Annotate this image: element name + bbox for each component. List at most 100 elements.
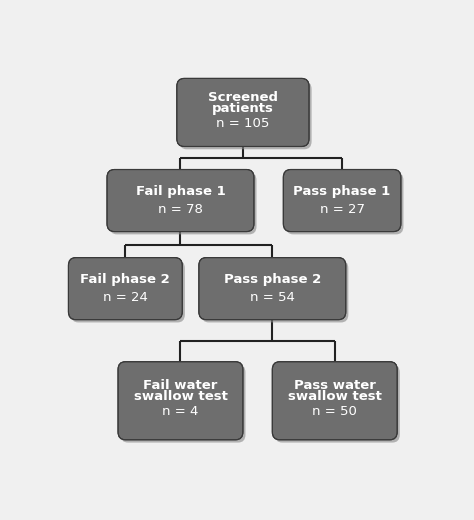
- Bar: [76, 283, 175, 285]
- FancyBboxPatch shape: [201, 261, 348, 322]
- Bar: [114, 218, 246, 220]
- Text: Fail water: Fail water: [143, 379, 218, 392]
- Bar: [280, 425, 390, 427]
- Bar: [291, 206, 393, 208]
- Bar: [291, 220, 393, 222]
- Bar: [114, 200, 246, 202]
- FancyBboxPatch shape: [118, 362, 243, 440]
- Bar: [125, 421, 236, 423]
- Bar: [114, 185, 246, 187]
- Bar: [114, 179, 246, 180]
- Bar: [206, 290, 338, 292]
- Bar: [280, 371, 390, 374]
- Bar: [76, 296, 175, 298]
- Bar: [291, 180, 393, 182]
- Bar: [280, 409, 390, 411]
- Bar: [76, 276, 175, 278]
- FancyBboxPatch shape: [68, 257, 182, 320]
- Bar: [76, 278, 175, 279]
- Text: Screened: Screened: [208, 90, 278, 103]
- Bar: [280, 382, 390, 384]
- Bar: [206, 281, 338, 282]
- Bar: [184, 112, 301, 114]
- Bar: [291, 217, 393, 219]
- Bar: [76, 301, 175, 303]
- Bar: [291, 205, 393, 206]
- Bar: [76, 302, 175, 304]
- Bar: [206, 302, 338, 304]
- Bar: [184, 101, 301, 104]
- Bar: [184, 103, 301, 106]
- Bar: [206, 276, 338, 278]
- Bar: [114, 191, 246, 193]
- FancyBboxPatch shape: [107, 170, 254, 231]
- Bar: [114, 196, 246, 198]
- Bar: [184, 129, 301, 132]
- Bar: [76, 270, 175, 272]
- Bar: [291, 192, 393, 194]
- FancyBboxPatch shape: [199, 257, 346, 320]
- Text: Pass phase 1: Pass phase 1: [293, 185, 391, 198]
- Bar: [125, 369, 236, 372]
- Text: n = 50: n = 50: [312, 406, 357, 419]
- Bar: [280, 375, 390, 378]
- Bar: [76, 285, 175, 287]
- Bar: [280, 378, 390, 380]
- Bar: [280, 421, 390, 423]
- Bar: [184, 126, 301, 128]
- Bar: [184, 107, 301, 109]
- Bar: [125, 409, 236, 411]
- Bar: [125, 405, 236, 407]
- Bar: [76, 305, 175, 307]
- Bar: [125, 390, 236, 393]
- Bar: [280, 430, 390, 432]
- Bar: [184, 86, 301, 88]
- Bar: [125, 373, 236, 376]
- Bar: [125, 411, 236, 413]
- Bar: [291, 211, 393, 213]
- FancyBboxPatch shape: [68, 257, 182, 320]
- Bar: [184, 115, 301, 118]
- Bar: [280, 396, 390, 399]
- Bar: [280, 417, 390, 419]
- FancyBboxPatch shape: [120, 365, 246, 443]
- Bar: [114, 222, 246, 224]
- Bar: [125, 430, 236, 432]
- Bar: [291, 183, 393, 185]
- FancyBboxPatch shape: [286, 172, 403, 235]
- Bar: [76, 279, 175, 281]
- Bar: [76, 268, 175, 270]
- Bar: [280, 411, 390, 413]
- Bar: [184, 117, 301, 120]
- Bar: [76, 281, 175, 282]
- Bar: [114, 205, 246, 206]
- Bar: [206, 299, 338, 301]
- Bar: [206, 273, 338, 275]
- Bar: [184, 95, 301, 97]
- Bar: [184, 96, 301, 99]
- Bar: [76, 294, 175, 296]
- Bar: [125, 402, 236, 405]
- Bar: [114, 212, 246, 214]
- Bar: [184, 122, 301, 125]
- Bar: [114, 192, 246, 194]
- Bar: [280, 413, 390, 415]
- Bar: [291, 189, 393, 191]
- Text: n = 54: n = 54: [250, 291, 295, 304]
- Bar: [280, 407, 390, 409]
- Bar: [206, 310, 338, 311]
- Bar: [125, 400, 236, 403]
- FancyBboxPatch shape: [179, 81, 311, 149]
- FancyBboxPatch shape: [177, 79, 309, 147]
- Text: Fail phase 1: Fail phase 1: [136, 185, 225, 198]
- Bar: [184, 105, 301, 107]
- Text: Pass phase 2: Pass phase 2: [224, 274, 321, 287]
- Bar: [114, 210, 246, 211]
- Bar: [280, 415, 390, 417]
- Text: patients: patients: [212, 102, 274, 115]
- Bar: [291, 214, 393, 216]
- Bar: [76, 297, 175, 300]
- Bar: [76, 288, 175, 290]
- Bar: [206, 287, 338, 289]
- Bar: [280, 419, 390, 421]
